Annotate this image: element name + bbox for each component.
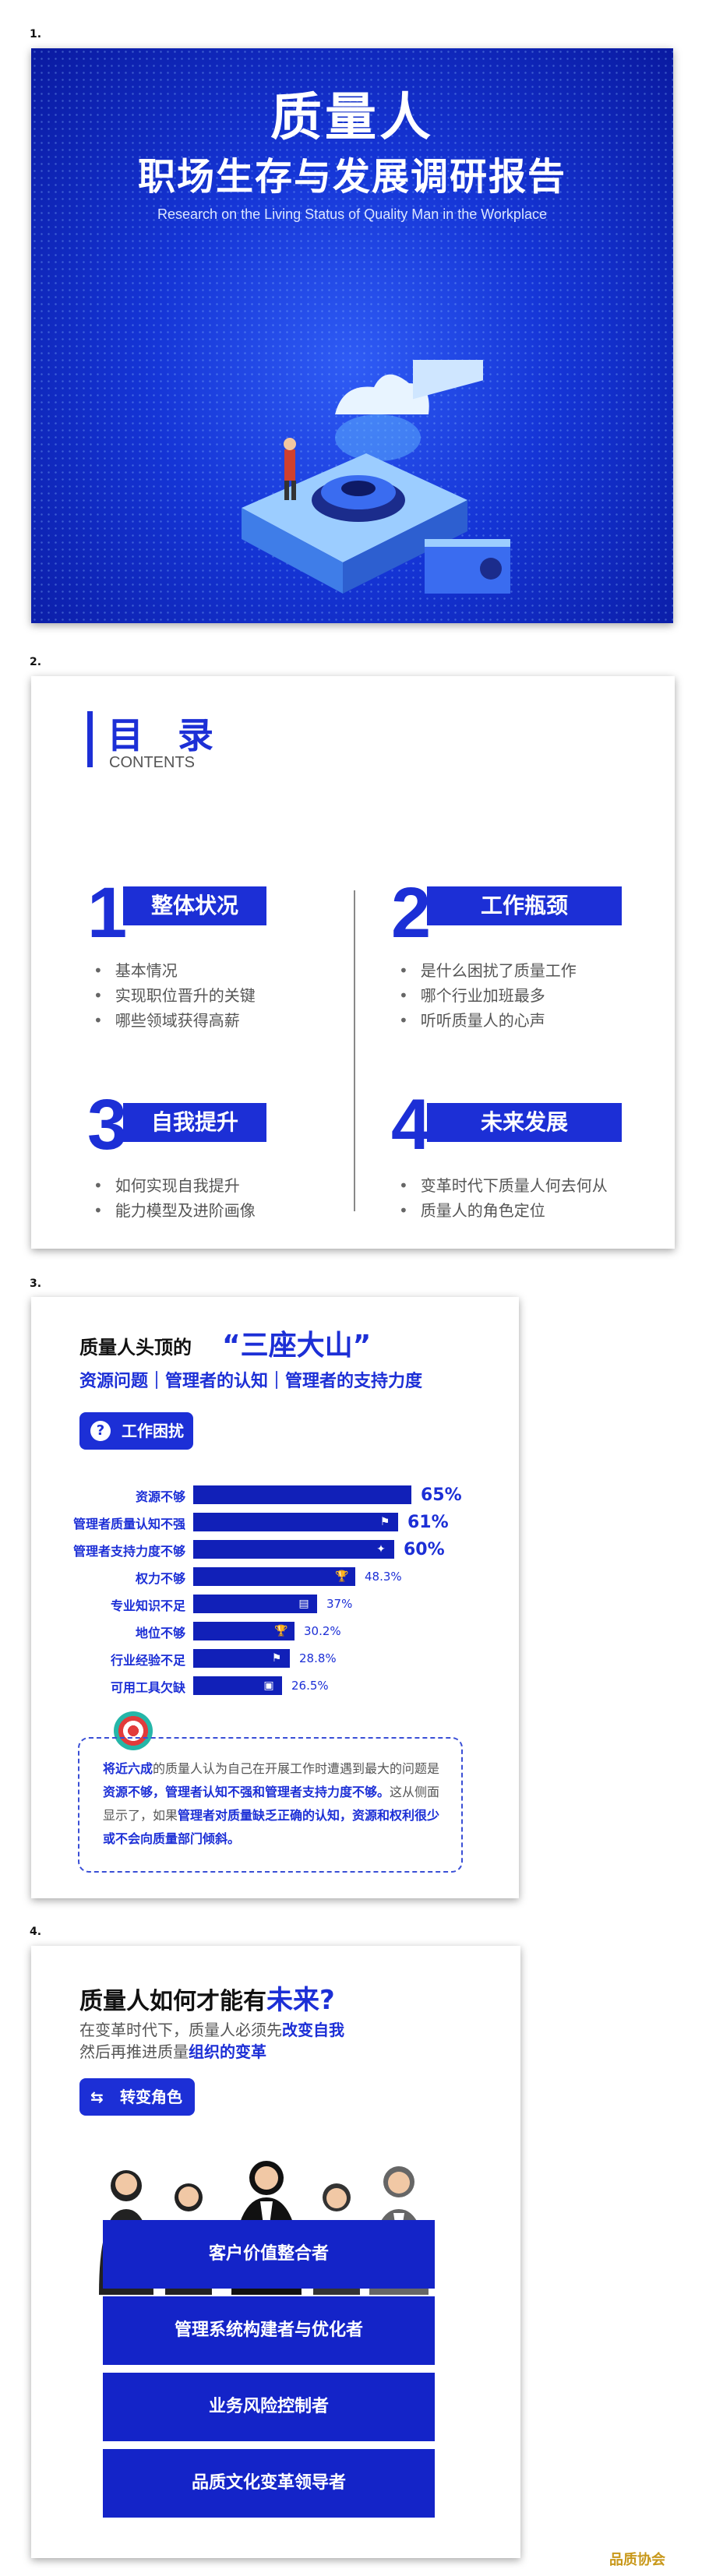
bar-icon: ⚑: [271, 1652, 282, 1665]
note-box: 将近六成的质量人认为自己在开展工作时遭遇到最大的问题是资源不够，管理者认知不强和…: [78, 1737, 463, 1873]
cover-title: 质量人: [270, 87, 434, 147]
column-divider: [354, 890, 355, 1211]
tag-label: 转变角色: [120, 2088, 182, 2106]
handshake-icon: ⇆: [90, 2088, 104, 2106]
section-list: 基本情况 实现职位晋升的关键 哪些领域获得高薪: [93, 958, 256, 1033]
cover-english-title: Research on the Living Status of Quality…: [157, 206, 547, 222]
work-trouble-tag: ? 工作困扰: [79, 1412, 193, 1450]
section-title: 整体状况: [123, 886, 266, 925]
bar-value-label: 30.2%: [304, 1624, 341, 1638]
chart-row: 行业经验不足 ⚑ 28.8%: [31, 1647, 519, 1669]
section-title: 未来发展: [427, 1103, 622, 1142]
contents-slide: 目 录 CONTENTS 1 整体状况 基本情况 实现职位晋升的关键 哪些领域获…: [31, 676, 675, 1249]
section-list: 变革时代下质量人何去何从 质量人的角色定位: [399, 1173, 608, 1223]
bar-value-label: 37%: [326, 1597, 353, 1611]
cloud-icon: [335, 374, 429, 414]
bar-category-label: 资源不够: [135, 1489, 185, 1504]
bar-icon: ▤: [298, 1598, 309, 1610]
slide-subheading: 资源问题｜管理者的认知｜管理者的支持力度: [79, 1372, 423, 1391]
chart-row: 管理者质量认知不强 ⚑ 61%: [31, 1511, 519, 1533]
section-number: 4: [391, 1085, 432, 1165]
bar-value-label: 48.3%: [365, 1570, 402, 1584]
role-box: 管理系统构建者与优化者: [103, 2296, 435, 2365]
note-text: 将近六成的质量人认为自己在开展工作时遭遇到最大的问题是资源不够，管理者认知不强和…: [103, 1761, 440, 1846]
contents-subtitle: CONTENTS: [109, 754, 195, 771]
slide-paragraph: 在变革时代下，质量人必须先改变自我 然后再推进质量组织的变革: [79, 2021, 344, 2061]
bar-category-label: 权力不够: [135, 1571, 185, 1586]
chart-row: 地位不够 🏆 30.2%: [31, 1620, 519, 1642]
bar-category-label: 管理者质量认知不强: [72, 1517, 185, 1531]
bar: [193, 1485, 411, 1504]
question-icon: ?: [90, 1421, 111, 1441]
logo: 品质协会: [609, 2552, 665, 2568]
list-item: 是什么困扰了质量工作: [399, 958, 577, 983]
role-box: 客户价值整合者: [103, 2220, 435, 2289]
bar-value-label: 60%: [404, 1540, 445, 1559]
work-troubles-slide: 质量人头顶的 “三座大山” 资源问题｜管理者的认知｜管理者的支持力度 ? 工作困…: [31, 1297, 519, 1898]
tag-label: 工作困扰: [122, 1422, 184, 1440]
list-item: 质量人的角色定位: [399, 1198, 608, 1223]
future-slide: 质量人如何才能有未来? 在变革时代下，质量人必须先改变自我 然后再推进质量组织的…: [31, 1946, 520, 2558]
contents-title: 目 录: [108, 714, 225, 756]
bar-category-label: 可用工具欠缺: [110, 1680, 185, 1695]
list-item: 听听质量人的心声: [399, 1008, 577, 1033]
section-title: 工作瓶颈: [427, 886, 622, 925]
bar-icon: ▣: [263, 1679, 274, 1692]
bar-value-label: 65%: [421, 1485, 462, 1505]
bar-value-label: 61%: [407, 1513, 449, 1532]
list-item: 实现职位晋升的关键: [93, 983, 256, 1008]
bar-category-label: 管理者支持力度不够: [72, 1544, 185, 1559]
bar-icon: 🏆: [274, 1625, 288, 1637]
bar-icon: 🏆: [335, 1570, 349, 1583]
cover-subtitle: 职场生存与发展调研报告: [137, 155, 566, 199]
slide-number: 3.: [30, 1277, 42, 1290]
bar-value-label: 28.8%: [299, 1651, 337, 1665]
slide-number: 2.: [30, 656, 42, 668]
slide-heading: 质量人如何才能有未来?: [79, 1985, 335, 2016]
list-item: 基本情况: [93, 958, 256, 983]
bar: 🏆: [193, 1567, 355, 1586]
role-box: 品质文化变革领导者: [103, 2449, 435, 2518]
bar-value-label: 26.5%: [291, 1679, 329, 1693]
bar: ⚑: [193, 1513, 398, 1531]
bar: ▤: [193, 1595, 317, 1613]
bar: ✦: [193, 1540, 394, 1559]
bar-icon: ⚑: [379, 1516, 390, 1528]
slide-number: 1.: [30, 28, 42, 41]
bar: ▣: [193, 1676, 282, 1695]
chart-row: 权力不够 🏆 48.3%: [31, 1566, 519, 1588]
section-number: 2: [391, 873, 432, 953]
bar-category-label: 专业知识不足: [110, 1598, 185, 1613]
chart-screen-icon: [413, 360, 483, 400]
bar: ⚑: [193, 1649, 290, 1668]
chart-row: 管理者支持力度不够 ✦ 60%: [31, 1538, 519, 1560]
list-item: 变革时代下质量人何去何从: [399, 1173, 608, 1198]
slide-number: 4.: [30, 1926, 42, 1938]
cover-slide: 质量人 职场生存与发展调研报告 Research on the Living S…: [31, 48, 673, 623]
list-item: 哪个行业加班最多: [399, 983, 577, 1008]
section-list: 如何实现自我提升 能力模型及进阶画像: [93, 1173, 256, 1223]
bar-category-label: 行业经验不足: [110, 1653, 185, 1668]
section-list: 是什么困扰了质量工作 哪个行业加班最多 听听质量人的心声: [399, 958, 577, 1033]
title-accent-bar: [87, 711, 93, 767]
list-item: 哪些领域获得高薪: [93, 1008, 256, 1033]
slide-heading-highlight: “三座大山”: [222, 1330, 372, 1362]
list-item: 能力模型及进阶画像: [93, 1198, 256, 1223]
section-number: 1: [87, 873, 128, 953]
role-change-tag: ⇆ 转变角色: [79, 2078, 195, 2116]
bar: 🏆: [193, 1622, 295, 1640]
isometric-platform-illustration: [242, 360, 510, 594]
slide-heading: 质量人头顶的: [79, 1337, 192, 1358]
person-figure: [284, 449, 295, 481]
bar-category-label: 地位不够: [135, 1626, 185, 1640]
bar-icon: ✦: [376, 1543, 386, 1556]
chart-row: 资源不够 65%: [31, 1484, 519, 1506]
chart-row: 可用工具欠缺 ▣ 26.5%: [31, 1675, 519, 1697]
section-title: 自我提升: [123, 1103, 266, 1142]
target-icon: [114, 1711, 153, 1750]
section-number: 3: [87, 1085, 128, 1165]
chart-row: 专业知识不足 ▤ 37%: [31, 1593, 519, 1615]
list-item: 如何实现自我提升: [93, 1173, 256, 1198]
role-box: 业务风险控制者: [103, 2373, 435, 2441]
